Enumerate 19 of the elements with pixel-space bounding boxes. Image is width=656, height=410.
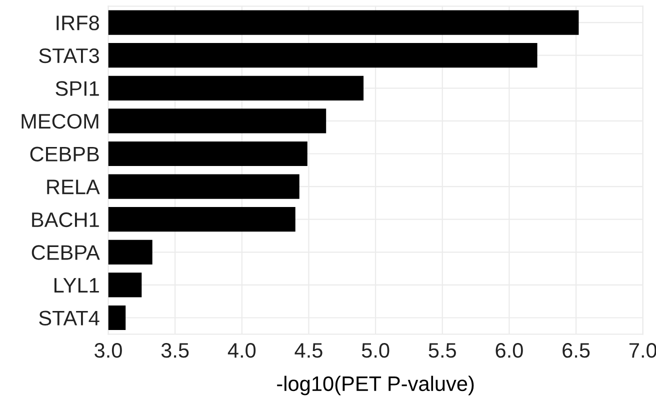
x-tick-label: 4.0 — [228, 343, 256, 358]
x-tick-label: 4.5 — [294, 343, 322, 358]
y-tick-label: IRF8 — [56, 16, 100, 30]
y-tick-label: STAT3 — [39, 48, 99, 64]
x-tick-label: 6.5 — [562, 343, 590, 358]
x-axis-title: -log10(PET P-valuve) — [277, 376, 474, 396]
x-tick-label: 3.5 — [161, 343, 189, 358]
x-tick-label: 5.0 — [362, 343, 390, 358]
y-tick-label: CEBPB — [30, 146, 99, 162]
y-tick-label: BACH1 — [32, 212, 99, 228]
y-tick-label: LYL1 — [54, 278, 99, 292]
y-tick-label: MECOM — [22, 114, 98, 129]
y-tick-label: SPI1 — [56, 81, 99, 96]
x-tick-label: 6.0 — [496, 343, 523, 358]
x-tick-label: 3.0 — [94, 343, 122, 358]
y-tick-label: RELA — [47, 180, 100, 194]
y-tick-label: STAT4 — [39, 310, 100, 326]
x-tick-label: 5.5 — [428, 343, 456, 358]
y-tick-label: CEBPA — [32, 245, 100, 260]
